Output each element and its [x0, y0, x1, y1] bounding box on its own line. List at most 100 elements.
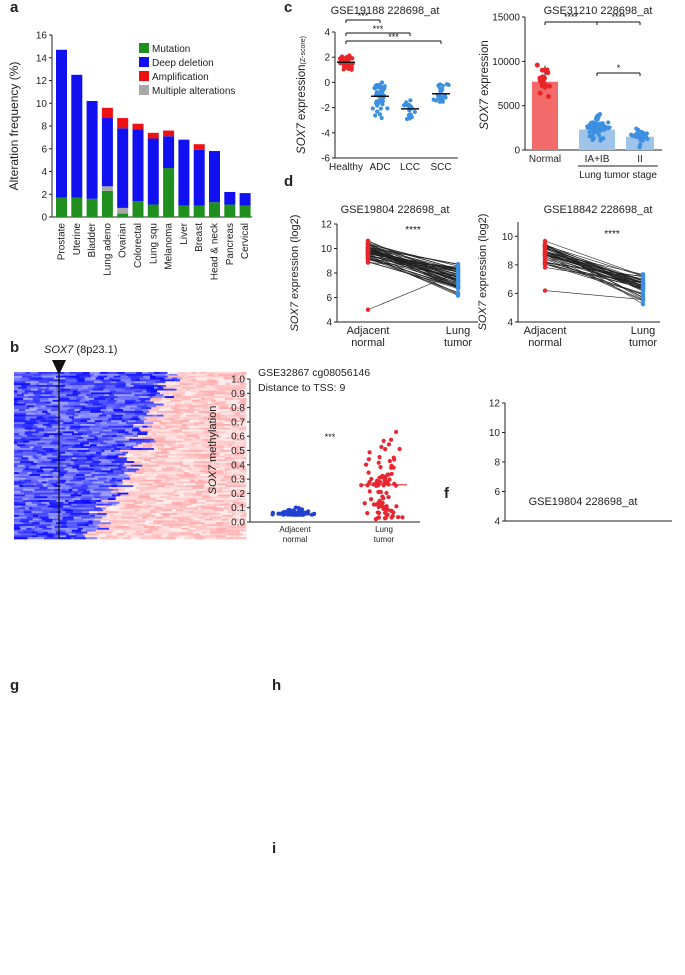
b-heatmap-cell	[237, 384, 246, 388]
b-heatmap-cell	[91, 483, 99, 486]
b-heatmap-cell	[137, 511, 144, 514]
b-heatmap-cell	[135, 420, 145, 423]
d1-pair-line	[367, 244, 459, 273]
b-heatmap-cell	[137, 405, 149, 408]
b-heatmap-cell	[147, 516, 157, 519]
a-y-tick-label: 2	[41, 190, 47, 201]
b-heatmap-cell	[100, 496, 110, 499]
b-heatmap-cell	[117, 423, 128, 427]
b-heatmap-cell	[204, 466, 213, 469]
b-heatmap-cell	[106, 414, 112, 417]
b-heatmap-cell	[46, 449, 51, 453]
b-heatmap-cell	[97, 438, 111, 441]
b-heatmap-cell	[155, 509, 163, 512]
b-heatmap-cell	[101, 500, 106, 503]
b-heatmap-cell	[149, 392, 161, 395]
b-heatmap-cell	[14, 435, 22, 438]
b-heatmap-cell	[48, 516, 55, 519]
b-heatmap-cell	[62, 518, 74, 521]
b-heatmap-cell	[35, 383, 40, 386]
b-heatmap-cell	[23, 440, 30, 443]
b-heatmap-cell	[216, 527, 227, 531]
b-heatmap-cell	[163, 414, 175, 417]
b-heatmap-cell	[45, 405, 53, 408]
b-heatmap-cell	[224, 505, 230, 508]
b-heatmap-cell	[68, 488, 73, 492]
d1-pair-line	[367, 252, 459, 275]
e-point-tumor	[376, 500, 381, 506]
b-heatmap-cell	[27, 472, 32, 475]
b-heatmap-cell	[223, 498, 234, 501]
b-heatmap-cell	[41, 518, 53, 521]
b-heatmap-cell	[243, 513, 247, 516]
b-heatmap-cell	[77, 449, 91, 453]
b-heatmap-cell	[194, 479, 199, 482]
b-heatmap-cell	[72, 511, 77, 514]
b-heatmap-cell	[50, 449, 57, 453]
b-heatmap-cell	[202, 409, 213, 412]
c1-point	[347, 54, 352, 59]
b-heatmap-cell	[178, 529, 189, 532]
b-heatmap-cell	[126, 459, 137, 462]
b-heatmap-cell	[150, 503, 162, 506]
b-heatmap-cell	[121, 516, 129, 519]
c1-sig-label: ***	[373, 24, 384, 34]
c2-point	[537, 75, 543, 81]
b-heatmap-cell	[127, 509, 136, 512]
b-heatmap-cell	[153, 403, 164, 406]
b-heatmap-cell	[245, 479, 247, 482]
b-heatmap-cell	[101, 449, 105, 453]
b-heatmap-cell	[207, 412, 213, 415]
b-heatmap-cell	[50, 462, 62, 466]
b-heatmap-cell	[146, 483, 153, 486]
b-heatmap-cell	[14, 410, 22, 414]
b-heatmap-cell	[19, 526, 27, 529]
c2-point	[640, 137, 645, 143]
d1-pair-line	[367, 257, 459, 289]
b-heatmap-cell	[175, 422, 184, 425]
b-heatmap-cell	[14, 500, 24, 503]
b-heatmap-cell	[66, 535, 77, 538]
e-point-normal	[287, 507, 292, 513]
b-heatmap-cell	[207, 475, 217, 479]
b-heatmap-cell	[153, 520, 166, 523]
b-heatmap-cell	[163, 492, 175, 495]
b-heatmap-cell	[29, 446, 35, 449]
a-bar-segment	[147, 204, 159, 217]
b-heatmap-cell	[149, 399, 161, 402]
b-heatmap-cell	[148, 449, 152, 453]
b-heatmap-cell	[204, 485, 216, 488]
b-heatmap-cell	[31, 500, 39, 503]
b-heatmap-cell	[113, 500, 126, 503]
b-heatmap-cell	[110, 449, 115, 453]
b-heatmap-cell	[188, 535, 194, 538]
b-heatmap-cell	[24, 396, 28, 399]
b-heatmap-cell	[37, 513, 49, 516]
b-heatmap-cell	[227, 481, 239, 484]
b-heatmap-cell	[226, 472, 232, 475]
b-heatmap-cell	[40, 474, 49, 477]
b-heatmap-cell	[194, 446, 207, 449]
b-heatmap-cell	[22, 388, 32, 391]
b-heatmap-cell	[52, 507, 60, 510]
b-heatmap-cell	[29, 407, 39, 410]
b-heatmap-cell	[225, 431, 232, 434]
b-heatmap-cell	[133, 485, 143, 488]
b-heatmap-cell	[14, 384, 22, 388]
b-heatmap-cell	[210, 533, 222, 536]
b-heatmap-cell	[66, 394, 79, 397]
b-heatmap-cell	[208, 401, 213, 404]
b-heatmap-cell	[46, 425, 53, 428]
b-heatmap-cell	[130, 448, 143, 451]
b-heatmap-cell	[85, 522, 94, 525]
b-heatmap-cell	[141, 453, 151, 456]
b-heatmap-cell	[43, 490, 54, 493]
b-heatmap-cell	[233, 518, 239, 521]
b-heatmap-cell	[226, 477, 236, 480]
b-heatmap-cell	[171, 420, 180, 423]
b-heatmap-cell	[193, 464, 204, 467]
b-heatmap-cell	[125, 384, 130, 388]
b-heatmap-cell	[226, 436, 237, 440]
b-heatmap-cell	[67, 396, 76, 399]
b-heatmap-cell	[186, 381, 198, 384]
